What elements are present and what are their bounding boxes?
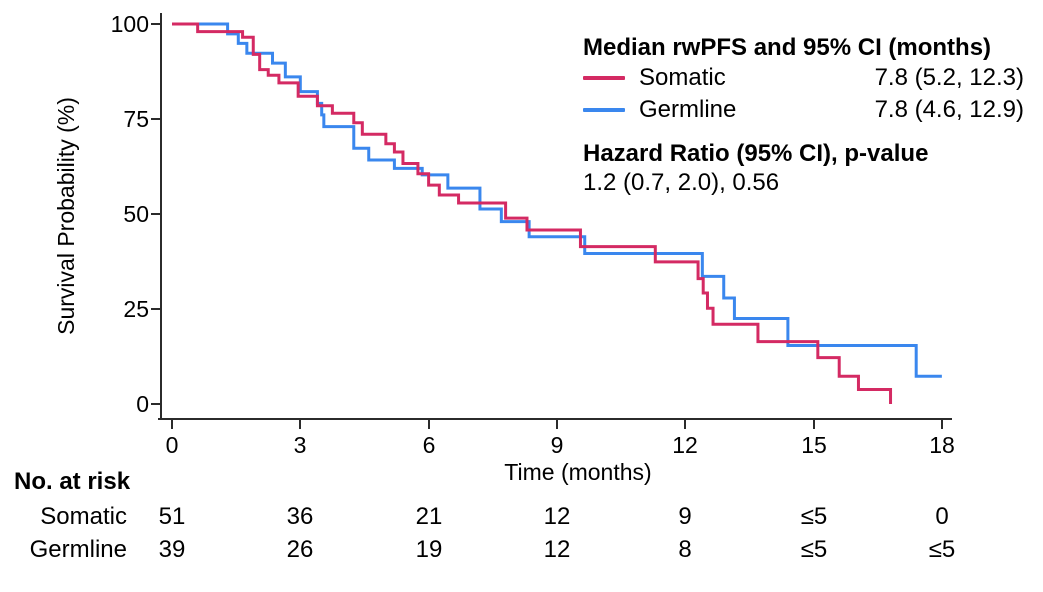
x-tick-label-0: 0: [166, 432, 179, 458]
y-tick-label-75: 75: [123, 106, 149, 132]
risk-cell: ≤5: [800, 503, 828, 530]
y-tick-label-50: 50: [123, 201, 149, 227]
legend-label-somatic: Somatic: [639, 64, 726, 91]
x-tick-label-3: 3: [294, 432, 307, 458]
legend-row-somatic: Somatic 7.8 (5.2, 12.3): [583, 62, 1030, 94]
risk-cell: 26: [286, 536, 314, 563]
x-tick-labels: 0 3 6 9 12 15 18: [166, 432, 955, 458]
risk-cell: 19: [415, 536, 443, 563]
y-tick-label-25: 25: [123, 296, 149, 322]
risk-cell: 39: [158, 536, 186, 563]
risk-row-label-somatic: Somatic: [40, 503, 127, 530]
y-tick-label-100: 100: [111, 11, 149, 37]
y-axis-title: Survival Probability (%): [53, 97, 79, 335]
somatic-curve: [172, 22, 893, 404]
risk-cell: ≤5: [928, 536, 956, 563]
hazard-ratio-value: 1.2 (0.7, 2.0), 0.56: [583, 169, 780, 196]
germline-curve: [172, 22, 942, 378]
legend-label-germline: Germline: [639, 96, 737, 123]
risk-row-label-germline: Germline: [29, 536, 127, 563]
legend-title: Median rwPFS and 95% CI (months): [583, 34, 992, 61]
axes: [151, 13, 952, 429]
legend-row-germline: Germline 7.8 (4.6, 12.9): [583, 94, 1030, 126]
risk-cell: 51: [158, 503, 186, 530]
risk-cell: 0: [935, 503, 949, 530]
somatic-line-swatch: [583, 76, 625, 80]
x-axis-title: Time (months): [504, 459, 651, 485]
risk-cell: ≤5: [800, 536, 828, 563]
legend: Median rwPFS and 95% CI (months) Somatic…: [583, 34, 1030, 198]
legend-value-somatic: 7.8 (5.2, 12.3): [874, 64, 1024, 91]
risk-cell: 21: [415, 503, 443, 530]
germline-line-swatch: [583, 108, 625, 112]
risk-cell: 8: [678, 536, 692, 563]
y-tick-labels: 0 25 50 75 100: [111, 11, 149, 417]
x-tick-label-18: 18: [929, 432, 955, 458]
x-tick-label-12: 12: [672, 432, 698, 458]
risk-cell: 12: [543, 536, 571, 563]
x-tick-label-15: 15: [801, 432, 827, 458]
risk-cell: 36: [286, 503, 314, 530]
risk-cell: 12: [543, 503, 571, 530]
hazard-ratio-title: Hazard Ratio (95% CI), p-value: [583, 140, 929, 167]
y-tick-label-0: 0: [136, 391, 149, 417]
risk-cell: 9: [678, 503, 692, 530]
x-tick-label-9: 9: [551, 432, 564, 458]
legend-value-germline: 7.8 (4.6, 12.9): [874, 96, 1024, 123]
x-tick-label-6: 6: [423, 432, 436, 458]
risk-table-title: No. at risk: [14, 468, 131, 495]
